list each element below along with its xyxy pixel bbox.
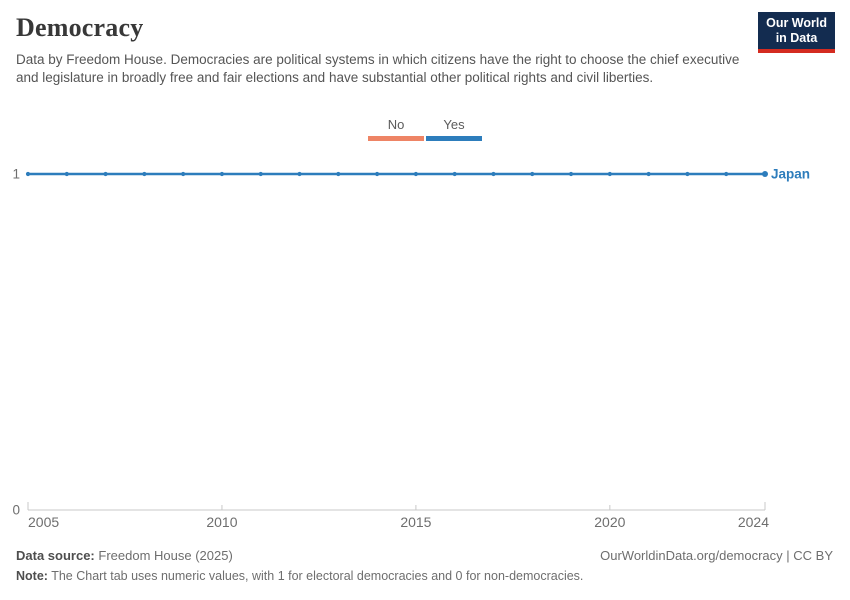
- data-point[interactable]: [375, 171, 380, 177]
- data-point[interactable]: [568, 171, 574, 177]
- data-point[interactable]: [181, 171, 186, 177]
- chart-note: Note: The Chart tab uses numeric values,…: [16, 569, 833, 583]
- data-point[interactable]: [25, 171, 31, 177]
- data-point[interactable]: [491, 171, 496, 177]
- owid-logo-line2: in Data: [775, 31, 818, 45]
- note-label: Note:: [16, 569, 48, 583]
- x-tick-label: 2024: [738, 514, 769, 530]
- data-point[interactable]: [530, 171, 535, 177]
- data-point[interactable]: [724, 171, 729, 177]
- y-tick-label: 1: [12, 167, 20, 182]
- data-point[interactable]: [64, 171, 69, 177]
- note-value: The Chart tab uses numeric values, with …: [51, 569, 584, 583]
- data-point[interactable]: [142, 171, 147, 177]
- y-tick-label: 0: [12, 503, 20, 518]
- legend-label-no: No: [387, 117, 405, 132]
- x-tick-label: 2015: [400, 514, 431, 530]
- legend-label-yes: Yes: [443, 117, 465, 132]
- data-point[interactable]: [336, 171, 341, 177]
- data-source-value: Freedom House (2025): [98, 548, 233, 563]
- x-tick-label: 2020: [594, 514, 625, 530]
- owid-logo[interactable]: Our World in Data: [758, 12, 835, 53]
- chart-title: Democracy: [16, 13, 144, 42]
- data-point[interactable]: [297, 171, 302, 177]
- data-point[interactable]: [646, 171, 651, 177]
- x-tick-label: 2010: [206, 514, 237, 530]
- data-point[interactable]: [258, 171, 263, 177]
- chart-footer: Data source: Freedom House (2025) OurWor…: [16, 548, 833, 583]
- data-point[interactable]: [219, 171, 225, 177]
- data-point[interactable]: [452, 171, 457, 177]
- line-chart-area[interactable]: 0 1 2005 2010 2015 2020 2024 Japan: [0, 150, 850, 540]
- attribution-link[interactable]: OurWorldinData.org/democracy | CC BY: [600, 548, 833, 563]
- data-point[interactable]: [685, 171, 690, 177]
- binary-legend: No Yes: [0, 117, 850, 141]
- legend-item-no[interactable]: No: [368, 117, 424, 141]
- data-point[interactable]: [413, 171, 418, 177]
- data-point[interactable]: [103, 171, 108, 177]
- legend-swatch-no: [368, 136, 424, 141]
- data-point[interactable]: [762, 171, 768, 177]
- owid-logo-line1: Our World: [766, 16, 827, 30]
- line-chart-svg[interactable]: 0 1 2005 2010 2015 2020 2024 Japan: [0, 150, 850, 540]
- entity-label-japan[interactable]: Japan: [771, 167, 810, 182]
- data-source: Data source: Freedom House (2025): [16, 548, 233, 563]
- legend-item-yes[interactable]: Yes: [426, 117, 482, 141]
- x-tick-label: 2005: [28, 514, 59, 530]
- data-point[interactable]: [607, 171, 612, 177]
- legend-swatch-yes: [426, 136, 482, 141]
- chart-subtitle: Data by Freedom House. Democracies are p…: [16, 52, 740, 85]
- data-source-label: Data source:: [16, 548, 95, 563]
